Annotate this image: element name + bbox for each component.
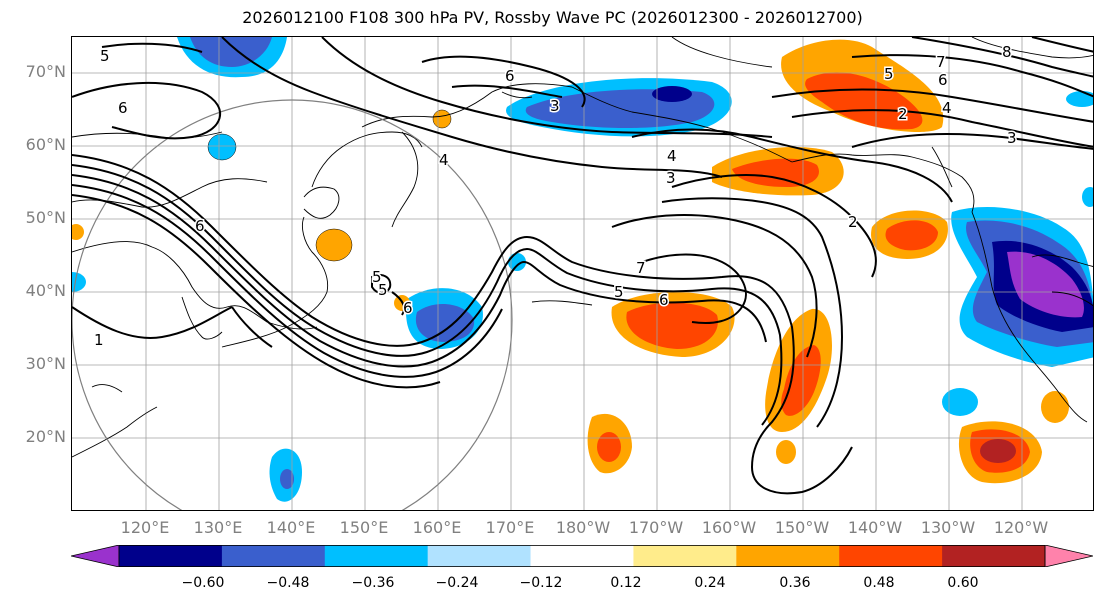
lon-label-120w: 120°W: [993, 518, 1049, 537]
lon-label-160e: 160°E: [412, 518, 462, 537]
contour-label: 4: [439, 151, 449, 169]
lat-label-40: 40°N: [25, 281, 66, 300]
colorbar-extend-min: [71, 545, 120, 567]
colorbar-swatch: [736, 545, 840, 567]
colorbar-tick-label: 0.24: [694, 575, 726, 591]
contour-label: 6: [195, 217, 205, 235]
map-canvas: 5 6 8 7 6 5 4 2 3 4 4 3 6 1 2 5 6 5 7 5 …: [72, 37, 1093, 510]
lon-label-130e: 130°E: [193, 518, 243, 537]
colorbar-outline: [118, 545, 1046, 567]
colorbar-extend-max: [1044, 545, 1093, 567]
colorbar-swatch: [119, 545, 223, 567]
lat-label-30: 30°N: [25, 354, 66, 373]
colorbar-swatch: [530, 545, 634, 567]
contour-label: 2: [898, 105, 908, 123]
lon-label-140w: 140°W: [847, 518, 903, 537]
contour-label-group: 5 6 8 7 6 5 4 2 3 4 4 3 6 1 2 5 6 5 7 5 …: [93, 42, 1019, 351]
colorbar-segments: [71, 545, 1093, 567]
map-panel: 5 6 8 7 6 5 4 2 3 4 4 3 6 1 2 5 6 5 7 5 …: [71, 36, 1094, 511]
colorbar-tick-label: 0.36: [779, 575, 811, 591]
contour-label: 3: [1007, 129, 1017, 147]
colorbar-tick-label: −0.36: [351, 575, 395, 591]
contour-label: 6: [505, 67, 515, 85]
colorbar-swatch: [324, 545, 429, 567]
lon-label-120e: 120°E: [120, 518, 170, 537]
colorbar-tick-label: −0.24: [435, 575, 479, 591]
pv-contours: [72, 37, 1093, 495]
colorbar-swatch: [427, 545, 532, 567]
colorbar-tick-label: −0.48: [266, 575, 310, 591]
lon-label-180w: 180°W: [555, 518, 611, 537]
lon-label-140e: 140°E: [266, 518, 316, 537]
colorbar-tick-label: 0.12: [610, 575, 642, 591]
contour-label: 8: [1002, 43, 1012, 61]
lon-label-150w: 150°W: [774, 518, 830, 537]
colorbar-tick-label: −0.12: [519, 575, 563, 591]
chart-title: 2026012100 F108 300 hPa PV, Rossby Wave …: [242, 8, 863, 27]
contour-label: 6: [403, 299, 413, 317]
colorbar-tick-label: 0.48: [863, 575, 895, 591]
lat-label-50: 50°N: [25, 208, 66, 227]
colorbar-tick-label: −0.60: [181, 575, 225, 591]
colorbar-swatch: [633, 545, 737, 567]
colorbar-tick-label: 0.60: [947, 575, 979, 591]
contour-label: 6: [938, 71, 948, 89]
contour-label: 5: [378, 281, 388, 299]
region-circle: [72, 99, 513, 510]
colorbar-swatch: [839, 545, 943, 567]
contour-label: 5: [614, 283, 624, 301]
colorbar: [71, 545, 1093, 567]
contour-label: 7: [936, 53, 946, 71]
contour-label: 4: [667, 147, 677, 165]
lon-label-150e: 150°E: [339, 518, 389, 537]
lat-label-20: 20°N: [25, 427, 66, 446]
contour-label: 1: [94, 331, 104, 349]
contour-label: 6: [659, 291, 669, 309]
contour-label: 7: [636, 259, 646, 277]
contour-label: 5: [884, 65, 894, 83]
contour-label: 5: [372, 268, 382, 286]
contour-label: 3: [666, 169, 676, 187]
contour-label: 5: [100, 47, 110, 65]
lon-label-160w: 160°W: [701, 518, 757, 537]
lon-label-130w: 130°W: [920, 518, 976, 537]
contour-label: 4: [942, 99, 952, 117]
lat-label-70: 70°N: [25, 62, 66, 81]
colorbar-swatch: [942, 545, 1046, 567]
lon-label-170e: 170°E: [485, 518, 535, 537]
colorbar-swatch: [221, 545, 326, 567]
contour-label: 3: [550, 97, 560, 115]
lat-label-60: 60°N: [25, 135, 66, 154]
contour-label: 6: [118, 99, 128, 117]
contour-label: 2: [848, 213, 858, 231]
lon-label-170w: 170°W: [628, 518, 684, 537]
